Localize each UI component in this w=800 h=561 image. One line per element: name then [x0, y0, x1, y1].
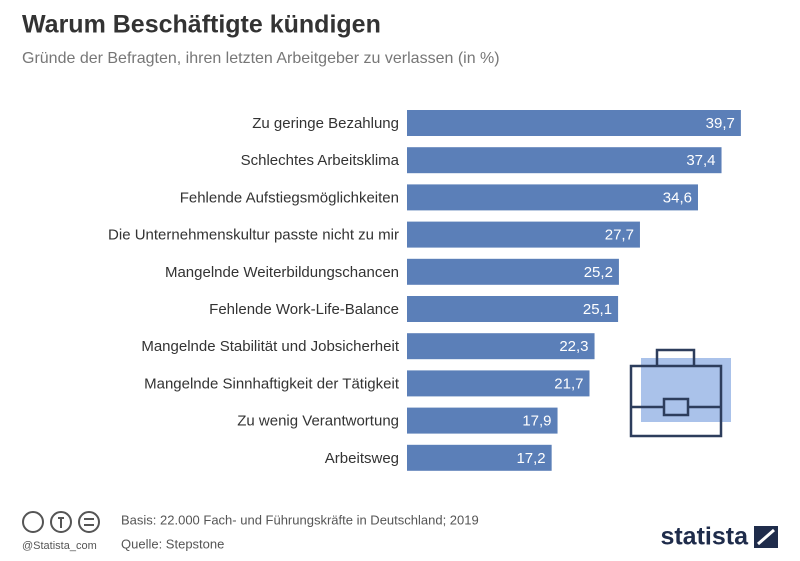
category-label: Fehlende Aufstiegsmöglichkeiten: [180, 189, 399, 206]
bar: [407, 184, 698, 211]
chart-subtitle: Gründe der Befragten, ihren letzten Arbe…: [22, 50, 500, 67]
value-label: 21,7: [554, 375, 583, 392]
category-label: Schlechtes Arbeitsklima: [241, 152, 400, 169]
bar: [407, 370, 590, 397]
bar: [407, 147, 722, 174]
category-label: Mangelnde Weiterbildungschancen: [165, 264, 399, 281]
category-label: Zu wenig Verantwortung: [237, 413, 399, 430]
bar: [407, 333, 595, 360]
bar: [407, 221, 640, 248]
bar: [407, 296, 619, 322]
license-icons: [22, 511, 100, 533]
value-label: 39,7: [706, 115, 735, 132]
handle: @Statista_com: [22, 540, 97, 552]
value-label: 34,6: [663, 189, 692, 206]
brand-logo: statista: [660, 523, 749, 551]
value-label: 25,1: [583, 301, 612, 318]
value-label: 17,2: [516, 450, 545, 467]
category-label: Fehlende Work-Life-Balance: [209, 301, 399, 318]
category-label: Mangelnde Stabilität und Jobsicherheit: [141, 338, 399, 355]
brand-mark-stripe: [757, 528, 775, 546]
chart-title: Warum Beschäftigte kündigen: [22, 11, 381, 39]
value-label: 25,2: [584, 264, 613, 281]
category-label: Zu geringe Bezahlung: [252, 115, 399, 132]
bar: [407, 258, 619, 285]
value-label: 17,9: [522, 413, 551, 430]
value-label: 22,3: [559, 338, 588, 355]
bar: [407, 407, 558, 434]
source-note: Quelle: Stepstone: [121, 536, 224, 551]
value-label: 37,4: [686, 152, 715, 169]
basis-note: Basis: 22.000 Fach- und Führungskräfte i…: [121, 512, 479, 527]
value-label: 27,7: [605, 227, 634, 244]
category-label: Mangelnde Sinnhaftigkeit der Tätigkeit: [144, 375, 400, 392]
bar: [407, 444, 552, 471]
briefcase-icon: [629, 348, 731, 438]
category-label: Die Unternehmenskultur passte nicht zu m…: [108, 227, 399, 244]
category-label: Arbeitsweg: [325, 450, 399, 467]
bar: [407, 110, 741, 136]
